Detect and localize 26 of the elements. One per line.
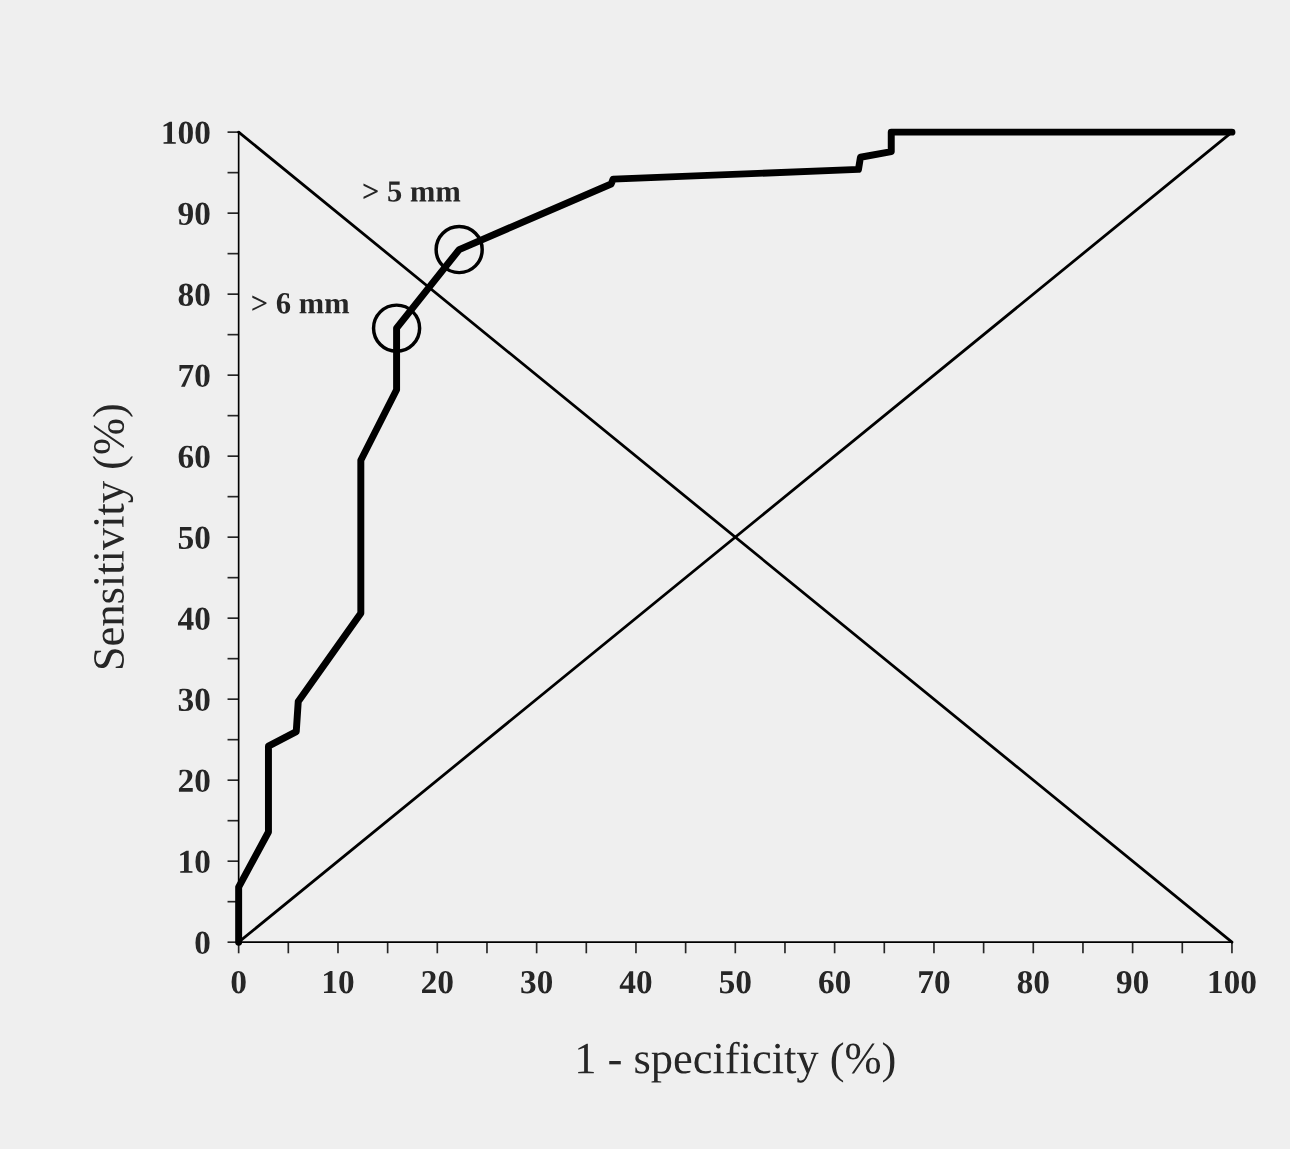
y-tick-label: 100	[163, 121, 210, 145]
y-tick-label: 70	[179, 364, 210, 388]
x-tick-label: 70	[919, 970, 950, 994]
y-tick-label: 0	[195, 931, 210, 955]
y-tick-label: 20	[178, 769, 210, 793]
x-tick-label: 40	[619, 970, 652, 994]
x-tick-label: 80	[1017, 970, 1049, 994]
x-tick-label: 90	[1116, 970, 1149, 994]
y-tick-label: 40	[178, 607, 210, 631]
x-tick-label: 20	[422, 970, 453, 994]
y-tick-label: 50	[178, 526, 210, 550]
x-tick-label: 50	[719, 970, 751, 994]
annotation: > 5 mm	[363, 181, 461, 202]
y-tick-label: 60	[178, 445, 210, 469]
y-axis-title: Sensitivity (%)	[92, 405, 134, 669]
x-tick-label: 0	[231, 970, 246, 994]
x-axis-title: 1 - specificity (%)	[578, 1041, 895, 1083]
annotation: > 6 mm	[252, 293, 350, 314]
y-tick-label: 80	[178, 283, 210, 307]
y-tick-label: 90	[178, 202, 210, 226]
x-tick-label: 60	[819, 970, 851, 994]
y-tick-label: 10	[180, 850, 210, 874]
x-tick-label: 30	[521, 970, 553, 994]
x-tick-label: 100	[1209, 970, 1256, 994]
x-tick-label: 10	[323, 970, 354, 994]
y-tick-label: 30	[178, 688, 210, 712]
